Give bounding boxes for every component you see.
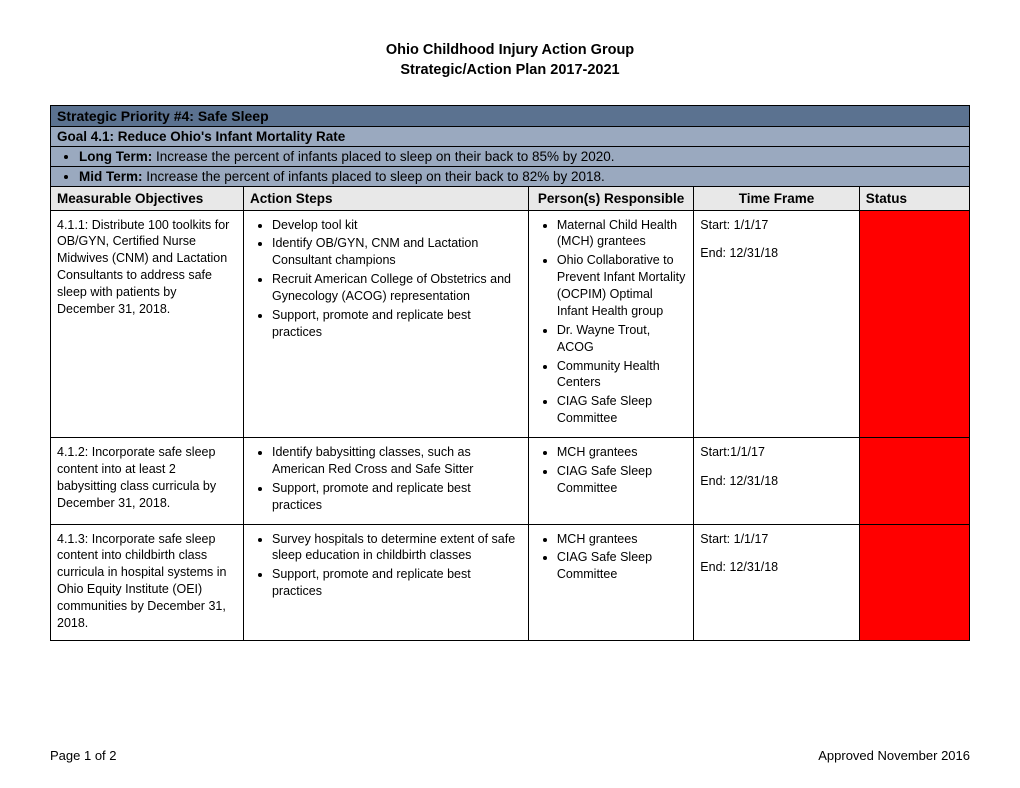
footer-left: Page 1 of 2	[50, 748, 117, 763]
actions-cell: Develop tool kitIdentify OB/GYN, CNM and…	[243, 210, 528, 438]
table-row: 4.1.3: Incorporate safe sleep content in…	[51, 524, 970, 640]
col-actions: Action Steps	[243, 186, 528, 210]
persons-cell: MCH granteesCIAG Safe Sleep Committee	[528, 524, 693, 640]
timeframe-start: Start: 1/1/17	[700, 217, 852, 234]
list-item: Community Health Centers	[557, 358, 687, 392]
col-objectives: Measurable Objectives	[51, 186, 244, 210]
list-item: Dr. Wayne Trout, ACOG	[557, 322, 687, 356]
actions-cell: Identify babysitting classes, such as Am…	[243, 438, 528, 525]
long-term-text: Increase the percent of infants placed t…	[152, 149, 614, 164]
table-row: 4.1.2: Incorporate safe sleep content in…	[51, 438, 970, 525]
mid-term-cell: Mid Term: Increase the percent of infant…	[51, 166, 970, 186]
list-item: MCH grantees	[557, 444, 687, 461]
actions-cell: Survey hospitals to determine extent of …	[243, 524, 528, 640]
list-item: Recruit American College of Obstetrics a…	[272, 271, 522, 305]
status-cell	[859, 210, 969, 438]
list-item: Ohio Collaborative to Prevent Infant Mor…	[557, 252, 687, 320]
list-item: Maternal Child Health (MCH) grantees	[557, 217, 687, 251]
mid-term-row: Mid Term: Increase the percent of infant…	[51, 166, 970, 186]
header-line1: Ohio Childhood Injury Action Group	[50, 40, 970, 60]
priority-row: Strategic Priority #4: Safe Sleep	[51, 105, 970, 126]
plan-table: Strategic Priority #4: Safe Sleep Goal 4…	[50, 105, 970, 641]
persons-cell: MCH grantees CIAG Safe Sleep Committee	[528, 438, 693, 525]
objective-cell: 4.1.1: Distribute 100 toolkits for OB/GY…	[51, 210, 244, 438]
timeframe-end: End: 12/31/18	[700, 559, 852, 576]
col-timeframe: Time Frame	[694, 186, 859, 210]
objective-cell: 4.1.2: Incorporate safe sleep content in…	[51, 438, 244, 525]
timeframe-cell: Start:1/1/17 End: 12/31/18	[694, 438, 859, 525]
col-status: Status	[859, 186, 969, 210]
list-item: Identify OB/GYN, CNM and Lactation Consu…	[272, 235, 522, 269]
timeframe-start: Start: 1/1/17	[700, 531, 852, 548]
table-row: 4.1.1: Distribute 100 toolkits for OB/GY…	[51, 210, 970, 438]
persons-cell: Maternal Child Health (MCH) granteesOhio…	[528, 210, 693, 438]
list-item: CIAG Safe Sleep Committee	[557, 463, 687, 497]
timeframe-cell: Start: 1/1/17 End: 12/31/18	[694, 210, 859, 438]
footer-right: Approved November 2016	[818, 748, 970, 763]
priority-cell: Strategic Priority #4: Safe Sleep	[51, 105, 970, 126]
list-item: Survey hospitals to determine extent of …	[272, 531, 522, 565]
objective-cell: 4.1.3: Incorporate safe sleep content in…	[51, 524, 244, 640]
goal-cell: Goal 4.1: Reduce Ohio's Infant Mortality…	[51, 126, 970, 146]
status-cell	[859, 524, 969, 640]
long-term-cell: Long Term: Increase the percent of infan…	[51, 146, 970, 166]
list-item: Develop tool kit	[272, 217, 522, 234]
document-header: Ohio Childhood Injury Action Group Strat…	[50, 40, 970, 81]
col-persons: Person(s) Responsible	[528, 186, 693, 210]
list-item: CIAG Safe Sleep Committee	[557, 549, 687, 583]
list-item: Identify babysitting classes, such as Am…	[272, 444, 522, 478]
timeframe-cell: Start: 1/1/17 End: 12/31/18	[694, 524, 859, 640]
long-term-label: Long Term:	[79, 149, 152, 164]
long-term-row: Long Term: Increase the percent of infan…	[51, 146, 970, 166]
mid-term-label: Mid Term:	[79, 169, 143, 184]
list-item: Support, promote and replicate best prac…	[272, 307, 522, 341]
timeframe-end: End: 12/31/18	[700, 245, 852, 262]
mid-term-text: Increase the percent of infants placed t…	[143, 169, 605, 184]
document-footer: Page 1 of 2 Approved November 2016	[50, 728, 970, 763]
goal-row: Goal 4.1: Reduce Ohio's Infant Mortality…	[51, 126, 970, 146]
timeframe-end: End: 12/31/18	[700, 473, 852, 490]
list-item: Support, promote and replicate best prac…	[272, 480, 522, 514]
list-item: CIAG Safe Sleep Committee	[557, 393, 687, 427]
status-cell	[859, 438, 969, 525]
header-line2: Strategic/Action Plan 2017-2021	[50, 60, 970, 80]
timeframe-start: Start:1/1/17	[700, 444, 852, 461]
list-item: MCH grantees	[557, 531, 687, 548]
list-item: Support, promote and replicate best prac…	[272, 566, 522, 600]
column-headers: Measurable Objectives Action Steps Perso…	[51, 186, 970, 210]
